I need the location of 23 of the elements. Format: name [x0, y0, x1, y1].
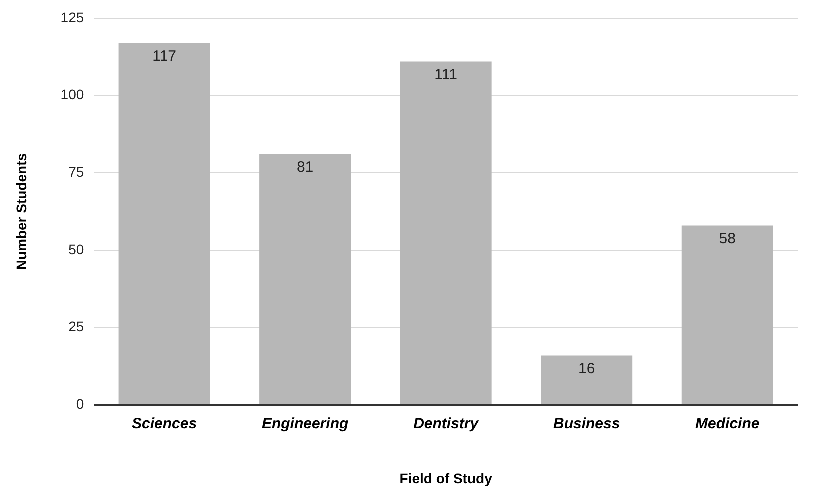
data-label: 58 — [719, 230, 736, 248]
data-label: 117 — [152, 48, 177, 65]
x-axis-title: Field of Study — [400, 470, 493, 486]
data-label: 16 — [578, 360, 596, 378]
y-tick-label: 100 — [60, 86, 84, 103]
x-tick-label: Dentistry — [414, 415, 480, 432]
bar — [682, 226, 774, 404]
y-tick-label: 50 — [68, 241, 84, 258]
bar — [118, 43, 210, 404]
x-tick-label: Medicine — [696, 415, 760, 432]
data-label: 81 — [296, 159, 314, 176]
y-tick-label: 25 — [68, 318, 84, 335]
x-tick-label: Engineering — [262, 415, 349, 432]
y-tick-label: 0 — [76, 396, 84, 412]
x-tick-label: Business — [553, 415, 620, 432]
bar — [260, 154, 352, 404]
bar — [541, 356, 633, 404]
y-tick-label: 75 — [68, 164, 84, 180]
data-label: 111 — [434, 66, 458, 84]
bar — [400, 62, 492, 404]
y-axis-title: Number Students — [13, 153, 30, 270]
y-tick-label: 125 — [60, 9, 84, 26]
x-tick-label: Sciences — [132, 415, 198, 432]
